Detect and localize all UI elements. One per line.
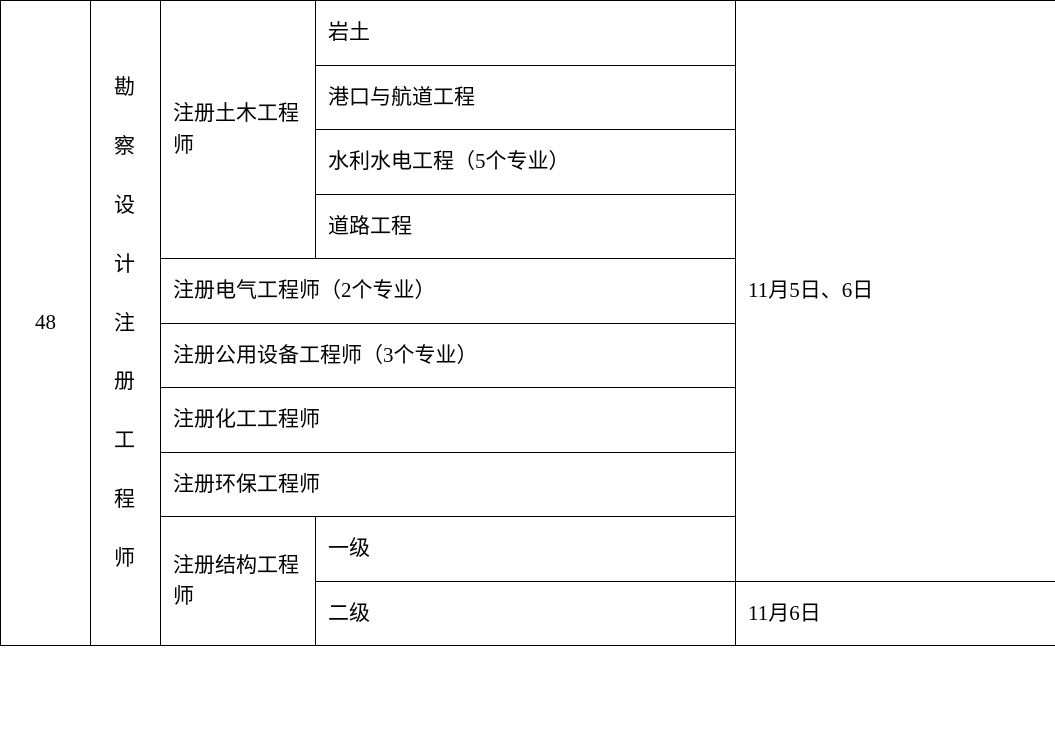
specialty-hydro: 水利水电工程（5个专业） (328, 149, 570, 173)
date-main-cell: 11月5日、6日 (736, 1, 1055, 582)
civil-engineer-cell: 注册土木工程师 (161, 1, 316, 259)
level-cell: 一级 (316, 517, 736, 582)
specialty-cell: 港口与航道工程 (316, 65, 736, 130)
category-cell: 勘察设计注册工程师 (91, 1, 161, 646)
chemical-cell: 注册化工工程师 (161, 388, 736, 453)
specialty-geotechnical: 岩土 (328, 20, 370, 44)
table-row: 48 勘察设计注册工程师 注册土木工程师 岩土 11月5日、6日 (1, 1, 1055, 66)
specialty-cell: 水利水电工程（5个专业） (316, 130, 736, 195)
specialty-cell: 道路工程 (316, 194, 736, 259)
date-secondary-cell: 11月6日 (736, 581, 1055, 646)
specialty-cell: 岩土 (316, 1, 736, 66)
level-one: 一级 (328, 536, 370, 560)
row-number: 48 (35, 310, 56, 334)
electrical-label: 注册电气工程师（2个专业） (173, 278, 436, 302)
utility-cell: 注册公用设备工程师（3个专业） (161, 323, 736, 388)
environmental-cell: 注册环保工程师 (161, 452, 736, 517)
environmental-label: 注册环保工程师 (173, 472, 320, 496)
date-secondary: 11月6日 (748, 601, 821, 625)
chemical-label: 注册化工工程师 (173, 407, 320, 431)
structural-cell: 注册结构工程师 (161, 517, 316, 646)
level-two: 二级 (328, 601, 370, 625)
specialty-port: 港口与航道工程 (328, 85, 475, 109)
level-cell: 二级 (316, 581, 736, 646)
category-label: 勘察设计注册工程师 (111, 58, 140, 587)
electrical-cell: 注册电气工程师（2个专业） (161, 259, 736, 324)
exam-schedule-table: 48 勘察设计注册工程师 注册土木工程师 岩土 11月5日、6日 港口与航道工程… (0, 0, 1055, 646)
utility-label: 注册公用设备工程师（3个专业） (173, 343, 478, 367)
structural-label: 注册结构工程师 (173, 553, 299, 609)
date-main: 11月5日、6日 (748, 278, 873, 302)
specialty-road: 道路工程 (328, 214, 412, 238)
civil-engineer-label: 注册土木工程师 (173, 101, 299, 157)
row-number-cell: 48 (1, 1, 91, 646)
